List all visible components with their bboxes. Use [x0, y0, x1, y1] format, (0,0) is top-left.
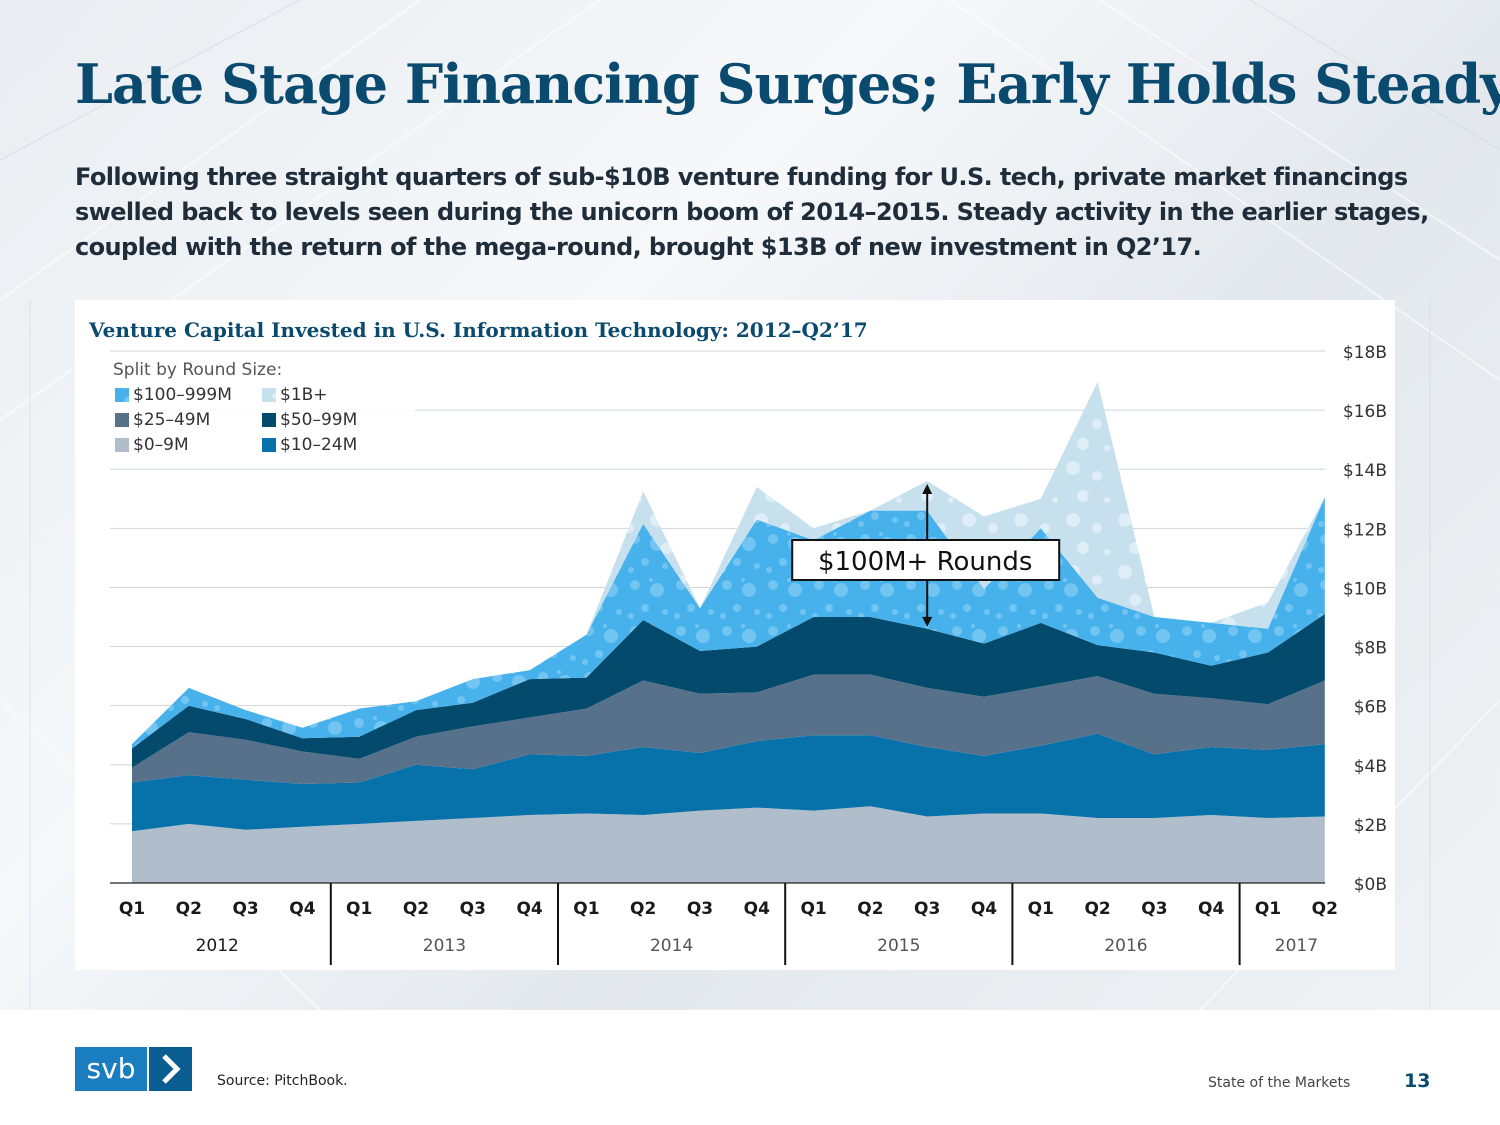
- chevron-right-icon: [149, 1047, 192, 1091]
- x-tick-label: Q3: [687, 899, 713, 919]
- legend-swatch: [115, 413, 129, 427]
- area-series-r1b: [132, 382, 1325, 745]
- page-title: Late Stage Financing Surges; Early Holds…: [75, 52, 1500, 116]
- legend-background: [105, 352, 415, 460]
- annotation-arrowhead-up: [922, 484, 933, 495]
- area-series-r25_49: [132, 674, 1325, 784]
- legend-item-label: $25–49M: [133, 410, 210, 430]
- page-number: 13: [1404, 1070, 1431, 1092]
- footer-label: State of the Markets: [1208, 1075, 1351, 1091]
- year-label: 2017: [1275, 936, 1318, 956]
- x-tick-label: Q1: [346, 899, 372, 919]
- x-tick-label: Q4: [1198, 899, 1224, 919]
- annotation-label: $100M+ Rounds: [818, 547, 1032, 577]
- legend-item-label: $50–99M: [280, 410, 357, 430]
- x-tick-label: Q1: [573, 899, 599, 919]
- x-tick-label: Q2: [403, 899, 429, 919]
- chart-title: Venture Capital Invested in U.S. Informa…: [88, 318, 868, 342]
- y-tick-label: $14B: [1343, 461, 1387, 481]
- y-tick-label: $12B: [1343, 520, 1387, 540]
- page-subtitle: Following three straight quarters of sub…: [75, 163, 1429, 261]
- legend-swatch: [115, 388, 129, 402]
- year-label: 2014: [650, 936, 693, 956]
- source-note: Source: PitchBook.: [217, 1073, 348, 1089]
- year-label: 2016: [1104, 936, 1147, 956]
- legend-swatch: [115, 438, 129, 452]
- area-series-r0_9: [132, 806, 1325, 883]
- annotation-arrowhead-down: [922, 616, 933, 627]
- legend: Split by Round Size: $100–999M $1B+ $25–49M…: [105, 352, 415, 460]
- y-tick-label: $10B: [1343, 579, 1387, 599]
- legend-swatch: [262, 413, 276, 427]
- x-tick-label: Q2: [1084, 899, 1110, 919]
- x-tick-label: Q2: [630, 899, 656, 919]
- x-tick-label: Q1: [1028, 899, 1054, 919]
- x-tick-label: Q4: [289, 899, 315, 919]
- x-tick-label: Q1: [1255, 899, 1281, 919]
- x-tick-label: Q3: [232, 899, 258, 919]
- legend-swatch: [262, 438, 276, 452]
- x-tick-label: Q4: [744, 899, 770, 919]
- year-label: 2015: [877, 936, 920, 956]
- x-tick-label: Q2: [1312, 899, 1338, 919]
- x-tick-label: Q3: [460, 899, 486, 919]
- x-tick-label: Q2: [857, 899, 883, 919]
- area-series-r50_99: [132, 614, 1325, 768]
- x-tick-label: Q1: [800, 899, 826, 919]
- footer-band: [0, 1010, 1500, 1125]
- legend-item-label: $0–9M: [133, 435, 189, 455]
- legend-item-label: $1B+: [280, 385, 328, 405]
- svb-logo: svb: [75, 1047, 147, 1091]
- x-tick-label: Q3: [1141, 899, 1167, 919]
- y-tick-label: $6B: [1354, 698, 1387, 718]
- chart-panel: Venture Capital Invested in U.S. Informa…: [75, 300, 1395, 970]
- y-tick-label: $2B: [1354, 816, 1387, 836]
- y-tick-label: $16B: [1343, 402, 1387, 422]
- annotation-box: [791, 539, 1061, 581]
- y-tick-label: $8B: [1354, 639, 1387, 659]
- x-tick-label: Q4: [971, 899, 997, 919]
- y-tick-label: $18B: [1343, 343, 1387, 363]
- x-tick-label: Q4: [516, 899, 542, 919]
- y-tick-label: $0B: [1354, 875, 1387, 895]
- x-tick-label: Q1: [119, 899, 145, 919]
- x-tick-label: Q3: [914, 899, 940, 919]
- year-label: 2013: [423, 936, 466, 956]
- y-tick-label: $4B: [1354, 757, 1387, 777]
- area-series-r10_24: [132, 733, 1325, 832]
- x-tick-label: Q2: [176, 899, 202, 919]
- legend-item-label: $10–24M: [280, 435, 357, 455]
- legend-swatch: [262, 388, 276, 402]
- legend-item-label: $100–999M: [133, 385, 232, 405]
- legend-title: Split by Round Size:: [113, 360, 282, 380]
- area-chart: Venture Capital Invested in U.S. Informa…: [88, 318, 1387, 965]
- year-label: 2012: [196, 936, 239, 956]
